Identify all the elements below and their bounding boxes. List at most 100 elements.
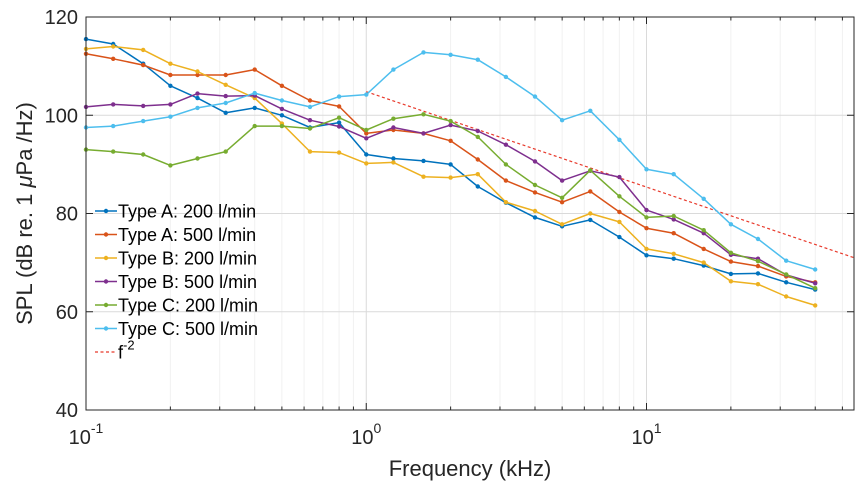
data-point <box>813 303 818 308</box>
data-point <box>448 118 453 124</box>
data-point <box>701 228 706 233</box>
data-point <box>728 271 734 277</box>
data-point <box>671 217 676 222</box>
data-point <box>391 67 396 72</box>
data-point <box>617 194 622 199</box>
data-point <box>644 215 649 220</box>
data-point <box>532 208 538 214</box>
data-point <box>223 110 228 116</box>
data-point <box>391 156 396 161</box>
data-point <box>252 123 257 129</box>
legend-label: f-2 <box>118 338 135 363</box>
data-point <box>141 62 146 68</box>
data-point <box>701 196 706 201</box>
y-axis-title: SPL (dB re. 1 μPa /Hz) <box>12 102 37 325</box>
data-point <box>111 149 116 154</box>
x-tick-label: 100 <box>351 420 381 449</box>
data-point <box>784 272 789 277</box>
data-point <box>671 213 676 219</box>
data-point <box>503 162 509 167</box>
y-tick-label: 60 <box>56 302 78 324</box>
legend-item: Type A: 500 l/min <box>95 225 256 245</box>
data-point <box>588 211 593 216</box>
data-point <box>421 131 426 136</box>
x-tick-label: 10-1 <box>69 420 104 449</box>
data-point <box>559 200 565 205</box>
data-point <box>195 105 200 111</box>
data-point <box>364 92 369 97</box>
x-tick-label-base: 10 <box>69 427 91 449</box>
data-point <box>336 150 342 155</box>
data-point <box>168 102 173 107</box>
data-point <box>671 256 676 261</box>
data-point <box>421 158 426 164</box>
x-tick-label-base: 10 <box>351 427 373 449</box>
data-point <box>141 152 146 157</box>
series-3 <box>83 44 818 308</box>
data-point <box>588 108 593 114</box>
data-point <box>111 102 116 107</box>
data-point <box>784 258 789 263</box>
data-point <box>784 294 789 299</box>
y-tick-label: 100 <box>45 105 78 127</box>
data-point <box>588 189 593 194</box>
data-point <box>617 209 622 215</box>
y-tick-label: 120 <box>45 7 78 29</box>
data-point <box>588 168 593 173</box>
data-point <box>336 115 342 120</box>
data-point <box>532 215 538 220</box>
data-point <box>559 118 565 123</box>
legend-item: Type C: 500 l/min <box>95 319 258 339</box>
data-point <box>475 128 480 134</box>
data-point <box>307 149 313 154</box>
data-point <box>141 47 146 53</box>
legend-swatch-marker <box>103 255 109 261</box>
legend-item-reference: f-2 <box>95 338 135 363</box>
data-point <box>448 138 453 143</box>
legend-swatch-marker <box>103 326 109 331</box>
series-5 <box>83 112 818 291</box>
y-tick-label: 40 <box>56 400 78 422</box>
legend-swatch-marker <box>103 232 109 237</box>
data-point <box>141 118 146 124</box>
legend-label-exponent: -2 <box>123 338 135 353</box>
data-point <box>701 246 706 252</box>
data-point <box>391 160 396 165</box>
data-point <box>421 112 426 117</box>
data-point <box>195 95 200 101</box>
data-point <box>195 72 200 78</box>
data-point <box>336 104 342 109</box>
data-point <box>475 184 480 189</box>
data-point <box>503 74 509 80</box>
data-point <box>111 56 116 61</box>
data-point <box>644 207 649 213</box>
data-point <box>532 94 538 99</box>
data-point <box>532 190 538 195</box>
data-point <box>223 100 228 106</box>
data-point <box>588 217 593 223</box>
data-point <box>168 163 173 168</box>
data-point <box>364 152 369 157</box>
data-point <box>336 120 342 125</box>
data-point <box>111 44 116 49</box>
data-point <box>503 178 509 183</box>
y-axis-title-mu: μ <box>12 175 37 188</box>
data-point <box>448 162 453 167</box>
data-point <box>391 116 396 121</box>
legend-label: Type A: 500 l/min <box>118 225 256 245</box>
data-point <box>617 219 622 225</box>
x-tick-label-exponent: 0 <box>373 420 381 436</box>
data-point <box>475 57 480 62</box>
data-point <box>141 103 146 109</box>
legend-label: Type C: 500 l/min <box>118 319 258 339</box>
y-axis-title-pre: SPL (dB re. 1 <box>12 188 37 325</box>
data-point <box>279 83 285 89</box>
data-point <box>475 157 480 162</box>
data-point <box>559 178 565 183</box>
data-point <box>421 50 426 55</box>
data-point <box>279 123 285 129</box>
data-point <box>559 195 565 200</box>
legend: Type A: 200 l/min Type A: 500 l/min Type B… <box>95 202 258 363</box>
